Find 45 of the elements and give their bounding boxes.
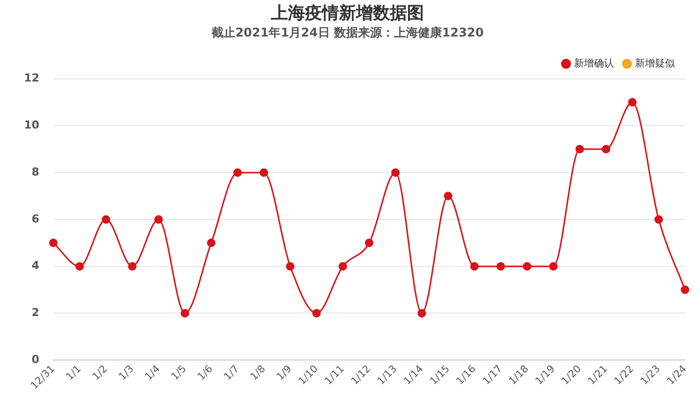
point <box>180 309 190 318</box>
x-tick-label: 1/5 <box>170 364 189 383</box>
point <box>575 144 584 154</box>
point <box>75 262 84 271</box>
point <box>364 238 374 248</box>
point <box>654 215 663 224</box>
point <box>286 262 294 271</box>
legend-label: 新增疑似 <box>635 57 675 70</box>
point <box>312 309 321 318</box>
point <box>206 238 216 248</box>
y-tick-label: 8 <box>32 165 40 178</box>
point <box>522 262 532 271</box>
y-tick-label: 12 <box>24 72 40 85</box>
point <box>391 168 400 177</box>
x-tick-label: 1/1 <box>64 364 84 383</box>
x-tick-label: 1/3 <box>117 364 136 383</box>
y-tick-label: 4 <box>32 259 40 272</box>
x-tick-label: 1/6 <box>196 364 216 383</box>
point <box>680 286 690 294</box>
point <box>102 215 110 224</box>
point <box>628 98 637 106</box>
point <box>233 168 242 177</box>
x-tick-label: 1/9 <box>274 364 294 383</box>
x-tick-label: 1/7 <box>222 364 242 383</box>
point <box>549 262 558 271</box>
point <box>444 192 452 200</box>
y-tick-label: 0 <box>32 352 40 366</box>
point <box>260 168 268 177</box>
y-tick-label: 6 <box>32 212 40 226</box>
legend-label: 新增确认 <box>574 57 614 70</box>
x-tick-label: 1/4 <box>143 364 163 383</box>
point <box>154 215 163 224</box>
x-tick-label: 1/8 <box>248 364 268 383</box>
y-tick-label: 2 <box>32 306 40 320</box>
point <box>338 262 348 271</box>
chart-subtitle: 截止2021年1月24日 数据来源：上海健康12320 <box>210 26 484 40</box>
point <box>418 309 426 318</box>
chart-title: 上海疫情新增数据图 <box>270 4 424 24</box>
point <box>602 144 610 154</box>
point <box>49 238 58 248</box>
y-tick-label: 10 <box>24 118 40 132</box>
point <box>128 262 137 271</box>
point <box>496 262 506 271</box>
x-tick-label: 1/2 <box>90 364 110 383</box>
point <box>470 262 479 271</box>
